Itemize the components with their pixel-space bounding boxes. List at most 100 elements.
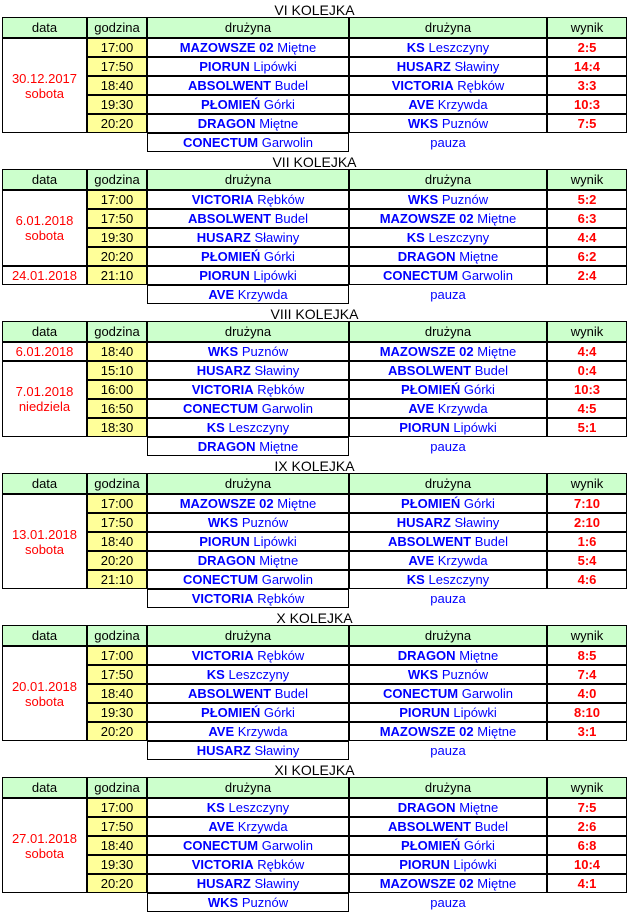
col-header-team-away: drużyna xyxy=(349,321,547,342)
team-name: PIORUN xyxy=(199,268,250,283)
match-row: 6.01.2018 sobota 17:00 VICTORIA Rębków WKS P… xyxy=(2,190,627,266)
date-text: 27.01.2018 xyxy=(11,830,78,846)
empty-date-cell xyxy=(2,589,87,608)
time-cell: 17:00 xyxy=(87,494,147,513)
team-name: KS xyxy=(206,800,225,815)
home-team-cell: VICTORIA Rębków xyxy=(147,190,349,209)
col-header-time: godzina xyxy=(87,625,147,646)
col-header-score: wynik xyxy=(547,473,627,494)
team-place: Budel xyxy=(474,534,508,549)
home-team-cell: AVE Krzywda xyxy=(147,722,349,741)
away-team-cell: WKS Puznów xyxy=(349,665,547,684)
home-team-cell: PŁOMIEŃ Górki xyxy=(147,95,349,114)
time-cell: 17:50 xyxy=(87,209,147,228)
header-row: data godzina drużyna drużyna wynik xyxy=(2,473,627,494)
team-name: WKS xyxy=(407,667,439,682)
team-place: Miętne xyxy=(477,724,517,739)
col-header-team-home: drużyna xyxy=(147,321,349,342)
team-name: KS xyxy=(206,420,225,435)
team-name: DRAGON xyxy=(197,439,256,454)
away-team-cell: ABSOLWENT Budel xyxy=(349,532,547,551)
time-cell: 17:00 xyxy=(87,38,147,57)
home-team-cell: PŁOMIEŃ Górki xyxy=(147,247,349,266)
date-cell: 30.12.2017 sobota xyxy=(2,38,87,133)
round-table: data godzina drużyna drużyna wynik 20.01… xyxy=(2,625,627,760)
time-cell: 17:50 xyxy=(87,513,147,532)
match-row: 16:00 VICTORIA Rębków PŁOMIEŃ Górki 10:3 xyxy=(2,380,627,399)
away-team-cell: MAZOWSZE 02 Miętne xyxy=(349,209,547,228)
empty-score-cell xyxy=(547,741,627,760)
home-team-cell: PIORUN Lipówki xyxy=(147,266,349,285)
date-cell: 20.01.2018 sobota xyxy=(2,646,87,741)
home-team-cell: DRAGON Miętne xyxy=(147,551,349,570)
score-cell: 2:4 xyxy=(547,266,627,285)
score-cell: 10:3 xyxy=(547,380,627,399)
team-name: VICTORIA xyxy=(191,857,254,872)
team-name: VICTORIA xyxy=(191,382,254,397)
score-cell: 6:3 xyxy=(547,209,627,228)
col-header-time: godzina xyxy=(87,777,147,798)
score-cell: 10:3 xyxy=(547,95,627,114)
away-team-cell: ABSOLWENT Budel xyxy=(349,361,547,380)
match-row: 19:30 PŁOMIEŃ Górki AVE Krzywda 10:3 xyxy=(2,95,627,114)
match-row: 13.01.2018 sobota 17:00 MAZOWSZE 02 Miętne P… xyxy=(2,494,627,589)
team-place: Garwolin xyxy=(461,686,514,701)
team-name: DRAGON xyxy=(197,553,256,568)
team-place: Miętne xyxy=(459,648,499,663)
score-cell: 3:1 xyxy=(547,722,627,741)
score-cell: 8:5 xyxy=(547,646,627,665)
score-cell: 8:10 xyxy=(547,703,627,722)
pause-row: HUSARZ Sławiny pauza xyxy=(2,741,627,760)
score-cell: 5:1 xyxy=(547,418,627,437)
team-name: WKS xyxy=(407,116,439,131)
col-header-score: wynik xyxy=(547,169,627,190)
match-row: 24.01.2018 21:10 PIORUN Lipówki CONECTUM Ga… xyxy=(2,266,627,285)
away-team-cell: PIORUN Lipówki xyxy=(349,418,547,437)
col-header-score: wynik xyxy=(547,321,627,342)
pause-row: AVE Krzywda pauza xyxy=(2,285,627,304)
score-cell: 4:0 xyxy=(547,684,627,703)
team-place: Budel xyxy=(274,78,308,93)
col-header-team-away: drużyna xyxy=(349,17,547,38)
team-place: Budel xyxy=(274,211,308,226)
team-place: Leszczyny xyxy=(428,40,490,55)
team-place: Sławiny xyxy=(254,230,300,245)
team-name: CONECTUM xyxy=(382,686,459,701)
match-row: 21:10 CONECTUM Garwolin KS Leszczyny 4:6 xyxy=(2,570,627,589)
home-team-cell: MAZOWSZE 02 Miętne xyxy=(147,38,349,57)
pause-label: pauza xyxy=(430,591,466,606)
empty-score-cell xyxy=(547,893,627,912)
team-place: Miętne xyxy=(259,439,299,454)
time-cell: 19:30 xyxy=(87,855,147,874)
team-place: Krzywda xyxy=(237,287,288,302)
team-place: Miętne xyxy=(459,800,499,815)
team-name: MAZOWSZE 02 xyxy=(179,496,274,511)
team-place: Leszczyny xyxy=(228,420,290,435)
team-place: Garwolin xyxy=(461,268,514,283)
time-cell: 15:10 xyxy=(87,361,147,380)
home-team-cell: DRAGON Miętne xyxy=(147,114,349,133)
date-text: 6.01.2018 xyxy=(15,344,74,359)
score-cell: 3:3 xyxy=(547,76,627,95)
empty-date-cell xyxy=(2,285,87,304)
team-name: MAZOWSZE 02 xyxy=(179,40,274,55)
col-header-team-away: drużyna xyxy=(349,473,547,494)
resting-team-cell: AVE Krzywda xyxy=(147,285,349,304)
date-text: 24.01.2018 xyxy=(11,268,78,283)
team-name: AVE xyxy=(208,287,235,302)
match-row: 18:40 PIORUN Lipówki ABSOLWENT Budel 1:6 xyxy=(2,532,627,551)
team-place: Krzywda xyxy=(237,819,288,834)
team-place: Górki xyxy=(263,97,295,112)
col-header-team-away: drużyna xyxy=(349,169,547,190)
team-place: Leszczyny xyxy=(228,800,290,815)
team-name: VICTORIA xyxy=(191,591,254,606)
home-team-cell: MAZOWSZE 02 Miętne xyxy=(147,494,349,513)
header-row: data godzina drużyna drużyna wynik xyxy=(2,777,627,798)
round-title: XI KOLEJKA xyxy=(274,762,355,778)
team-name: PŁOMIEŃ xyxy=(401,838,461,853)
away-team-cell: DRAGON Miętne xyxy=(349,646,547,665)
score-cell: 1:6 xyxy=(547,532,627,551)
col-header-date: data xyxy=(2,321,87,342)
away-team-cell: AVE Krzywda xyxy=(349,95,547,114)
pause-row: CONECTUM Garwolin pauza xyxy=(2,133,627,152)
